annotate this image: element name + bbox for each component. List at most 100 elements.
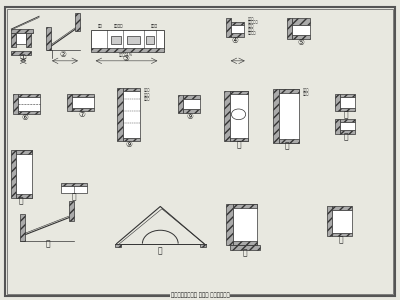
Bar [335, 94, 340, 111]
Bar [233, 241, 257, 245]
Bar [69, 200, 74, 221]
Text: 细石混凝土: 细石混凝土 [248, 21, 258, 25]
Bar [16, 150, 32, 154]
Bar [114, 244, 120, 248]
Bar [230, 34, 244, 37]
Bar [91, 30, 164, 49]
Bar [230, 22, 244, 25]
Bar [183, 95, 200, 99]
Bar [287, 18, 292, 38]
Bar [122, 88, 140, 91]
Text: ⑥: ⑥ [22, 113, 29, 122]
Bar [13, 94, 18, 114]
Bar [16, 150, 32, 198]
Bar [226, 18, 230, 37]
Text: 保温层: 保温层 [144, 98, 150, 101]
Bar [46, 27, 51, 50]
Bar [340, 108, 355, 111]
Bar [16, 33, 26, 44]
Text: ⑰: ⑰ [158, 247, 162, 256]
Text: ⑱: ⑱ [242, 248, 247, 257]
Bar [274, 89, 280, 142]
Bar [332, 210, 352, 233]
Text: ④: ④ [232, 36, 238, 45]
Bar [67, 94, 72, 111]
Bar [20, 214, 25, 241]
Bar [340, 130, 355, 134]
Bar [200, 244, 206, 248]
Text: 梁板: 梁板 [98, 24, 102, 28]
Bar [178, 95, 183, 113]
Bar [327, 206, 332, 236]
Bar [230, 91, 248, 141]
Bar [11, 29, 33, 33]
Bar [233, 203, 257, 208]
Text: 混凝土板: 混凝土板 [248, 32, 256, 35]
Bar [75, 13, 80, 31]
Bar [230, 91, 248, 94]
Bar [292, 18, 310, 25]
Bar [332, 206, 352, 210]
Text: ⑪: ⑪ [285, 142, 290, 151]
Text: 玻璃门: 玻璃门 [151, 24, 158, 28]
Bar [116, 88, 122, 141]
Bar [146, 36, 154, 44]
Bar [226, 203, 233, 245]
Bar [122, 91, 140, 137]
Bar [61, 183, 87, 186]
Bar [26, 33, 31, 47]
Bar [280, 139, 299, 142]
Bar [183, 109, 200, 113]
Text: 保温层: 保温层 [302, 92, 309, 96]
Bar [111, 36, 120, 44]
Text: ⑤: ⑤ [298, 38, 305, 47]
Text: 结构找坡1%: 结构找坡1% [119, 52, 133, 56]
Bar [183, 99, 200, 109]
Bar [126, 36, 140, 44]
Bar [233, 203, 257, 245]
Text: 保温层: 保温层 [248, 24, 254, 28]
Bar [230, 137, 248, 141]
Text: 玻璃隔断: 玻璃隔断 [114, 24, 123, 28]
Bar [72, 108, 94, 111]
Bar [332, 232, 352, 236]
Bar [224, 91, 230, 141]
Text: ⑦: ⑦ [78, 110, 86, 119]
Bar [230, 245, 260, 250]
Bar [292, 35, 310, 38]
Text: ③: ③ [123, 54, 130, 63]
Bar [340, 97, 355, 108]
Text: ⑬: ⑬ [344, 133, 348, 142]
Bar [11, 51, 31, 55]
Bar [230, 25, 244, 34]
Circle shape [231, 109, 246, 120]
Bar [340, 119, 355, 122]
Bar [61, 186, 87, 193]
Bar [11, 150, 16, 198]
Bar [340, 122, 355, 130]
Text: ⓙ: ⓙ [236, 141, 241, 150]
Text: 找坡层: 找坡层 [248, 28, 254, 32]
Text: ⑲: ⑲ [339, 235, 343, 244]
Text: 防水层: 防水层 [144, 88, 150, 93]
Text: 隔离层: 隔离层 [144, 93, 150, 97]
Bar [18, 111, 40, 114]
Text: ②: ② [60, 50, 66, 59]
Bar [122, 137, 140, 141]
Text: 常用建筑节点大样 施工图 建筑通用节点: 常用建筑节点大样 施工图 建筑通用节点 [171, 292, 229, 298]
Text: ⑫: ⑫ [344, 110, 348, 119]
Bar [340, 94, 355, 97]
Bar [18, 97, 40, 111]
Text: ⑮: ⑮ [72, 192, 76, 201]
Text: ⑭: ⑭ [18, 196, 23, 206]
Text: ①: ① [19, 53, 26, 62]
Bar [335, 119, 340, 134]
Bar [280, 89, 299, 142]
Bar [72, 94, 94, 97]
Bar [72, 97, 94, 108]
Bar [18, 94, 40, 97]
Bar [11, 33, 16, 47]
Text: ⑨: ⑨ [125, 140, 132, 149]
Bar [16, 194, 32, 198]
Bar [91, 48, 164, 52]
